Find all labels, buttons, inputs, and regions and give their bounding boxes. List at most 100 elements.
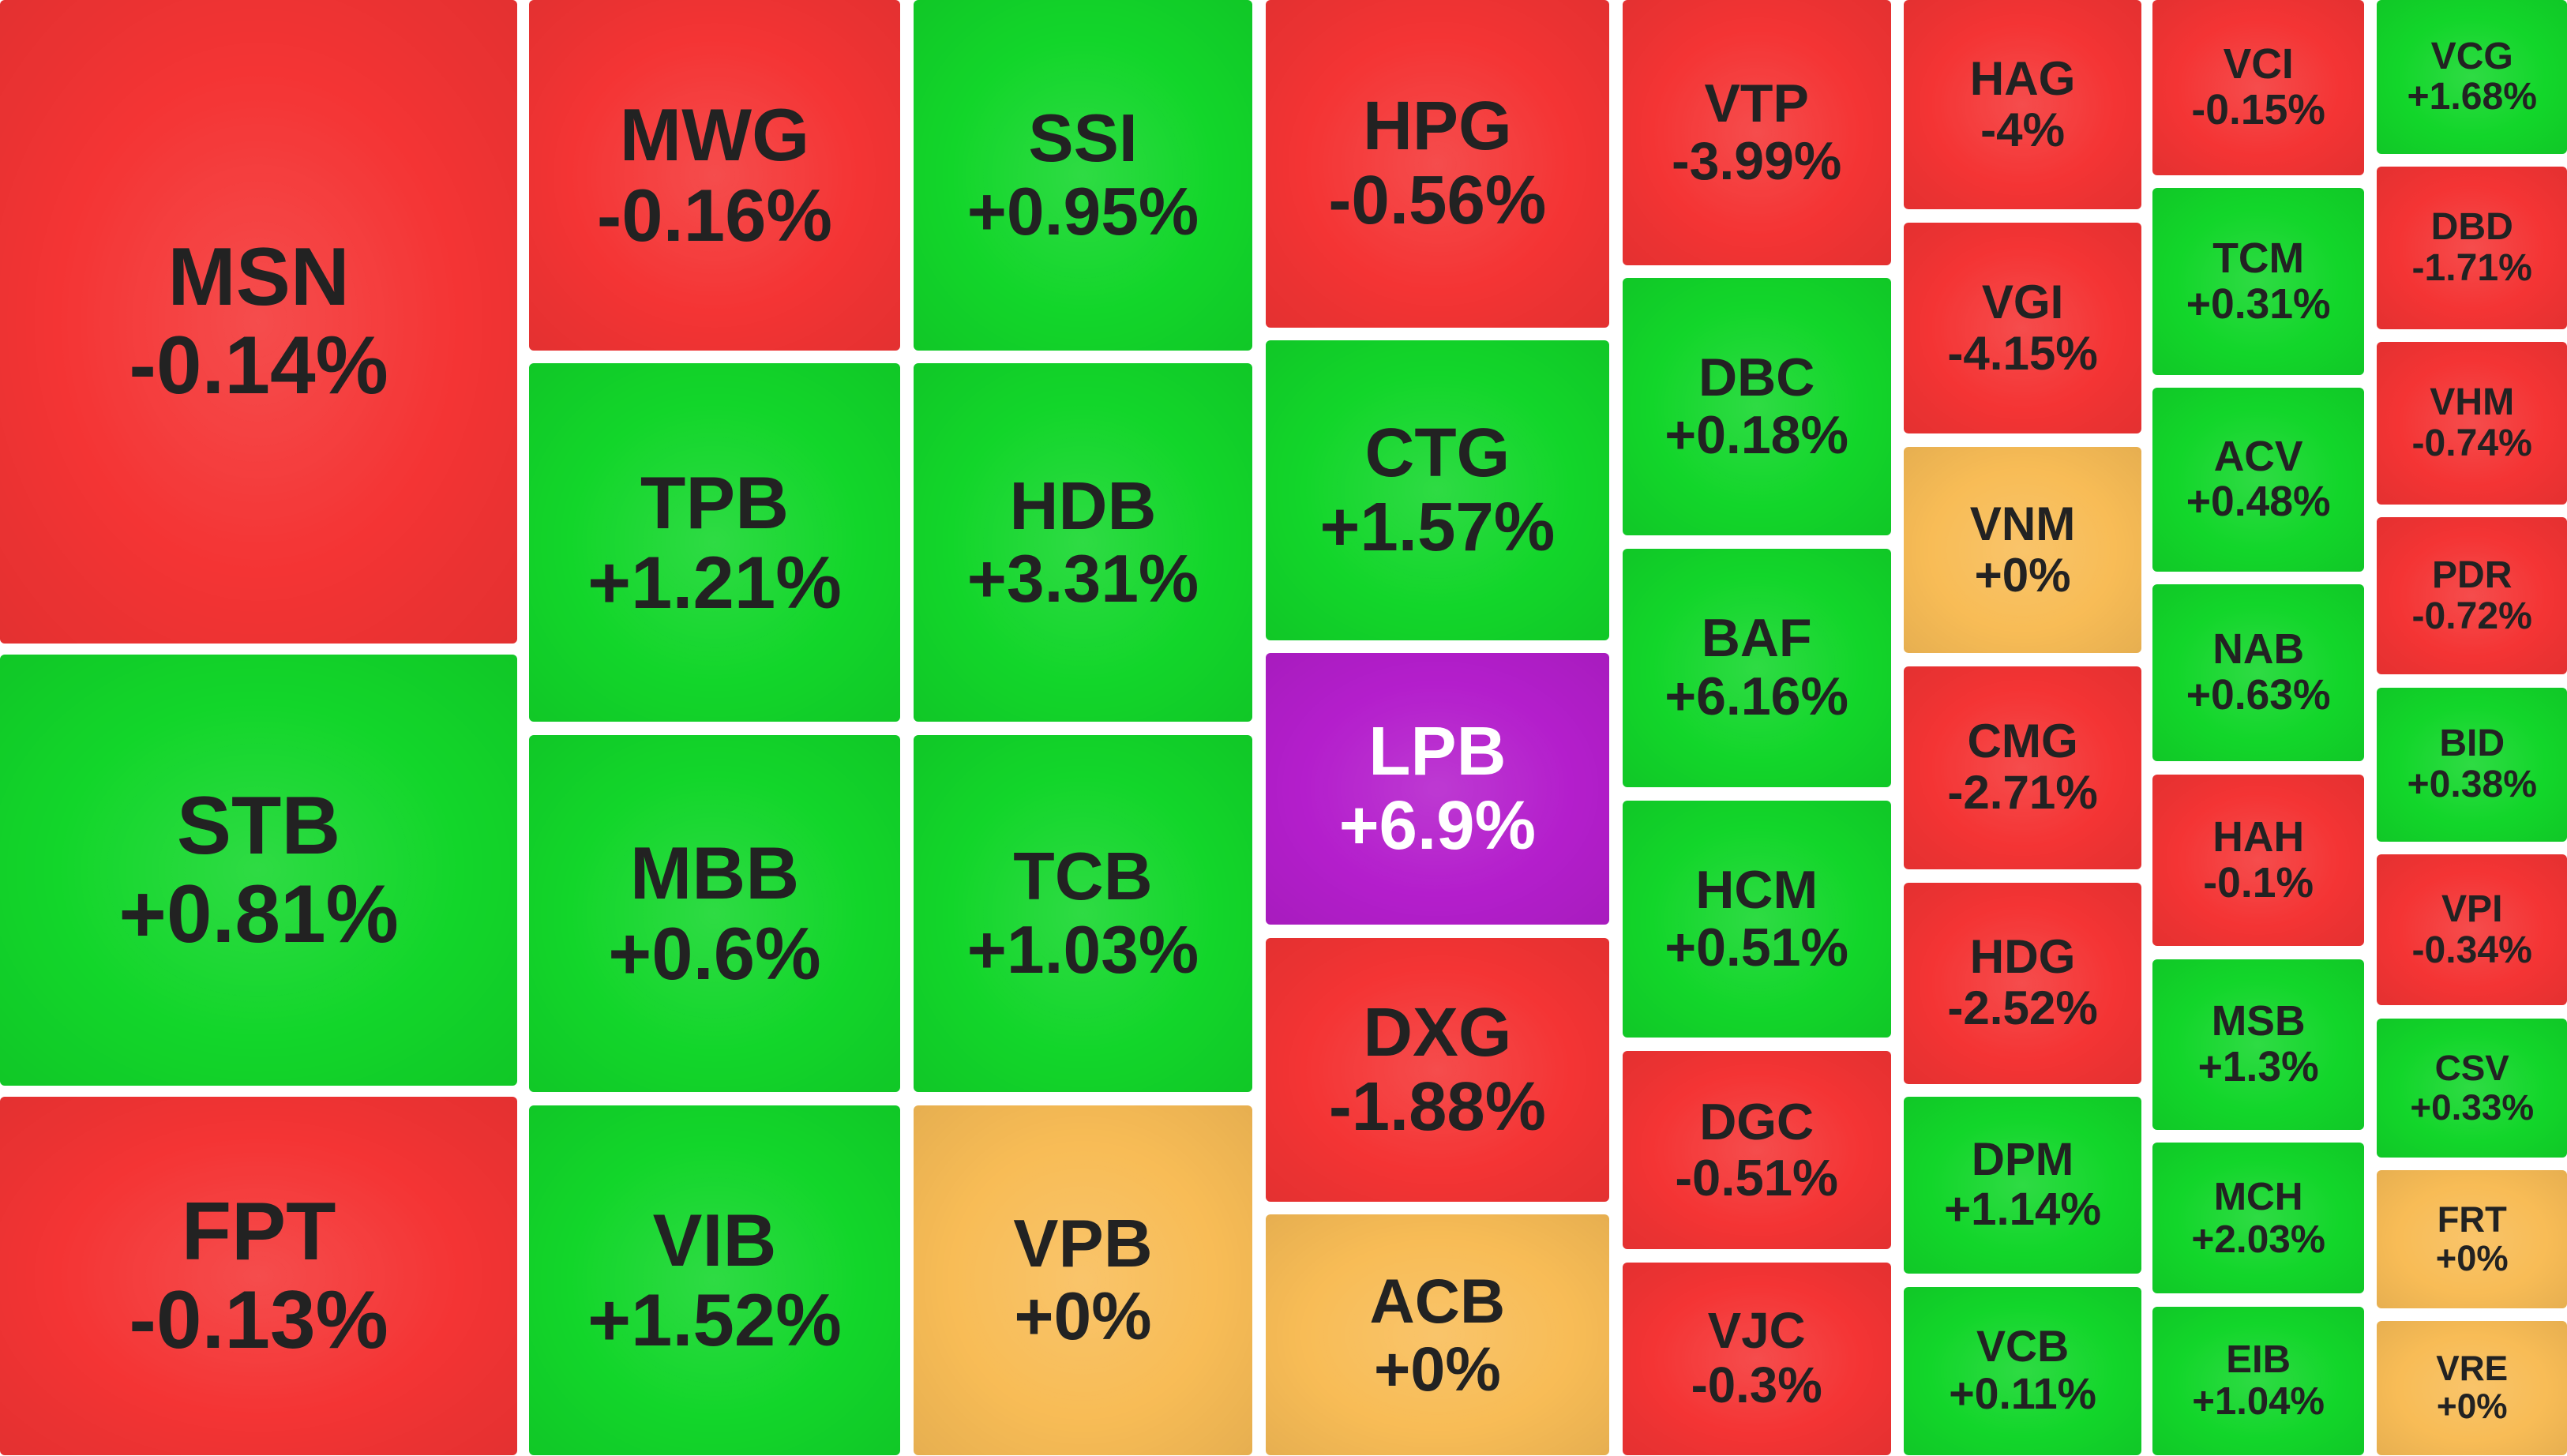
change: -0.15% — [2191, 86, 2325, 133]
stock-tile: DBC +0.18% — [1622, 278, 1891, 535]
change: -1.71% — [2411, 246, 2532, 290]
stock-tile: VPI -0.34% — [2377, 854, 2567, 1006]
change: +1.68% — [2407, 75, 2537, 118]
change: -0.74% — [2411, 421, 2532, 464]
change: +3.31% — [966, 541, 1199, 617]
stock-tile: MBB +0.6% — [528, 734, 901, 1092]
ticker: LPB — [1368, 713, 1507, 790]
ticker: HDG — [1969, 930, 2076, 984]
change: +1.3% — [2197, 1043, 2319, 1090]
ticker: DGC — [1699, 1093, 1815, 1151]
ticker: VCI — [2223, 41, 2294, 88]
change: +6.16% — [1664, 666, 1848, 726]
ticker: DPM — [1971, 1134, 2074, 1186]
ticker: HCM — [1695, 859, 1818, 920]
stock-tile: DPM +1.14% — [1904, 1097, 2141, 1274]
ticker: CSV — [2434, 1048, 2509, 1089]
change: +0.63% — [2186, 672, 2331, 719]
change: +0.6% — [608, 911, 821, 995]
ticker: TCM — [2212, 235, 2305, 282]
stock-tile: VHM -0.74% — [2377, 342, 2567, 505]
ticker: CMG — [1967, 715, 2078, 768]
change: +0% — [1974, 548, 2071, 602]
change: +6.9% — [1338, 787, 1537, 865]
stock-tile: SSI +0.95% — [913, 0, 1253, 351]
ticker: BAF — [1701, 608, 1812, 669]
stock-tile: CMG -2.71% — [1904, 666, 2141, 869]
change: +2.03% — [2191, 1216, 2325, 1261]
ticker: VHM — [2430, 381, 2515, 424]
stock-tile: CSV +0.33% — [2377, 1018, 2567, 1158]
change: -0.14% — [129, 319, 388, 411]
change: -0.56% — [1328, 162, 1547, 239]
stock-tile: TCB +1.03% — [913, 734, 1253, 1092]
change: +0.33% — [2410, 1086, 2535, 1128]
stock-tile: PDR -0.72% — [2377, 517, 2567, 675]
change: -1.88% — [1328, 1068, 1546, 1145]
change: +1.52% — [587, 1278, 842, 1362]
change: +0% — [2435, 1237, 2509, 1278]
stock-tile: BAF +6.16% — [1622, 548, 1891, 788]
stock-tile: DGC -0.51% — [1622, 1051, 1891, 1249]
change: -2.71% — [1947, 766, 2098, 820]
change: -4% — [1980, 103, 2066, 156]
stock-tile: HPG -0.56% — [1265, 0, 1610, 328]
change: +0.18% — [1664, 405, 1848, 466]
stock-tile: ACB +0% — [1265, 1214, 1610, 1456]
ticker: SSI — [1028, 100, 1138, 177]
change: +0% — [2436, 1387, 2508, 1427]
stock-tile: VCG +1.68% — [2377, 0, 2567, 154]
ticker: TCB — [1013, 839, 1153, 915]
change: +1.04% — [2192, 1379, 2325, 1423]
stock-tile: VJC -0.3% — [1622, 1262, 1891, 1456]
ticker: VPI — [2441, 887, 2503, 930]
change: +0.11% — [1949, 1369, 2096, 1419]
change: -0.34% — [2411, 928, 2532, 971]
change: -3.99% — [1671, 130, 1842, 191]
change: -0.51% — [1675, 1148, 1838, 1206]
stock-tile: VGI -4.15% — [1904, 222, 2141, 434]
ticker: HAH — [2212, 813, 2305, 861]
ticker: PDR — [2431, 553, 2513, 596]
ticker: DXG — [1363, 994, 1512, 1071]
stock-tile: VCI -0.15% — [2152, 0, 2364, 175]
ticker: VNM — [1969, 497, 2076, 550]
stock-tile: EIB +1.04% — [2152, 1306, 2364, 1456]
stock-tile: FPT -0.13% — [0, 1097, 518, 1456]
ticker: HDB — [1009, 467, 1157, 544]
ticker: STB — [176, 779, 341, 872]
change: +1.14% — [1944, 1184, 2102, 1236]
change: +0.48% — [2186, 478, 2331, 526]
change: -0.16% — [596, 173, 833, 257]
change: -0.1% — [2203, 859, 2314, 906]
change: +1.57% — [1319, 488, 1556, 565]
stock-tile: TPB +1.21% — [528, 363, 901, 722]
ticker: EIB — [2226, 1338, 2291, 1381]
stock-tile: LPB +6.9% — [1265, 653, 1610, 925]
stock-tile: MWG -0.16% — [528, 0, 901, 351]
change: -4.15% — [1947, 326, 2098, 380]
stock-tile: TCM +0.31% — [2152, 188, 2364, 375]
stock-tile: DBD -1.71% — [2377, 167, 2567, 329]
stock-tile: HDG -2.52% — [1904, 882, 2141, 1084]
change: +0.81% — [118, 867, 399, 959]
ticker: ACB — [1369, 1266, 1506, 1337]
change: +1.03% — [966, 911, 1199, 988]
ticker: HPG — [1363, 88, 1512, 165]
stock-tile: HAH -0.1% — [2152, 774, 2364, 947]
ticker: VJC — [1707, 1303, 1806, 1360]
stock-tile: VTP -3.99% — [1622, 0, 1891, 265]
ticker: VIB — [652, 1198, 777, 1282]
ticker: VRE — [2436, 1349, 2509, 1389]
ticker: VGI — [1981, 275, 2064, 328]
change: -0.13% — [129, 1274, 388, 1366]
ticker: NAB — [2212, 626, 2305, 674]
stock-tile: HDB +3.31% — [913, 363, 1253, 722]
stock-tile: FRT +0% — [2377, 1170, 2567, 1308]
ticker: FRT — [2437, 1199, 2507, 1240]
ticker: MCH — [2213, 1174, 2303, 1218]
ticker: FPT — [181, 1185, 336, 1278]
ticker: CTG — [1364, 414, 1511, 491]
stock-tile: VIB +1.52% — [528, 1105, 901, 1456]
